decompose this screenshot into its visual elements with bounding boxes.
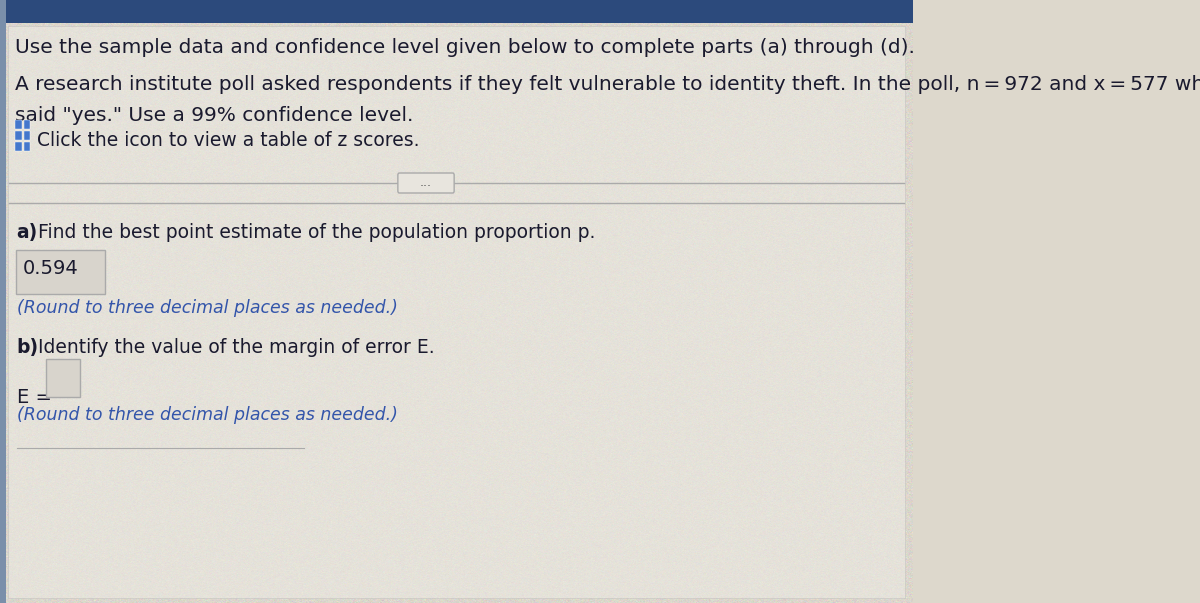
FancyBboxPatch shape	[16, 120, 22, 129]
FancyBboxPatch shape	[47, 359, 80, 397]
Text: said "yes." Use a 99% confidence level.: said "yes." Use a 99% confidence level.	[16, 106, 414, 125]
FancyBboxPatch shape	[16, 131, 22, 140]
Text: Identify the value of the margin of error E.: Identify the value of the margin of erro…	[38, 338, 434, 357]
Text: Use the sample data and confidence level given below to complete parts (a) throu: Use the sample data and confidence level…	[16, 38, 916, 57]
Text: (Round to three decimal places as needed.): (Round to three decimal places as needed…	[17, 406, 397, 424]
FancyBboxPatch shape	[24, 120, 30, 129]
Text: 0.594: 0.594	[23, 259, 78, 277]
FancyBboxPatch shape	[0, 0, 6, 603]
FancyBboxPatch shape	[16, 250, 104, 294]
Text: E =: E =	[17, 388, 52, 407]
FancyBboxPatch shape	[16, 142, 22, 151]
Text: b): b)	[17, 338, 38, 357]
Text: Find the best point estimate of the population proportion p.: Find the best point estimate of the popu…	[38, 223, 595, 242]
Text: Click the icon to view a table of z scores.: Click the icon to view a table of z scor…	[36, 131, 419, 151]
FancyBboxPatch shape	[0, 0, 913, 23]
FancyBboxPatch shape	[398, 173, 454, 193]
FancyBboxPatch shape	[7, 26, 905, 598]
FancyBboxPatch shape	[24, 142, 30, 151]
FancyBboxPatch shape	[24, 131, 30, 140]
Text: (Round to three decimal places as needed.): (Round to three decimal places as needed…	[17, 299, 397, 317]
Text: a): a)	[17, 223, 38, 242]
Text: A research institute poll asked respondents if they felt vulnerable to identity : A research institute poll asked responde…	[16, 75, 1200, 94]
Text: ...: ...	[420, 177, 432, 189]
